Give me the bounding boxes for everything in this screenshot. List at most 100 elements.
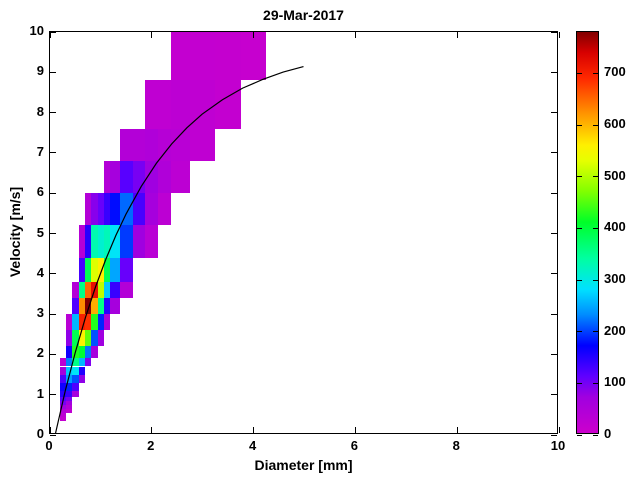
heatmap-cell (158, 161, 171, 194)
colorbar-tick-mark (593, 382, 598, 384)
y-tick-mark (50, 394, 56, 396)
colorbar-tick-mark (577, 227, 582, 229)
heatmap-cell (78, 366, 85, 375)
heatmap-cell (59, 412, 66, 417)
y-tick-label: 7 (36, 143, 44, 159)
colorbar-tick-label: 300 (604, 271, 626, 286)
colorbar-tick-label: 500 (604, 167, 626, 183)
x-tick-mark (558, 427, 560, 433)
x-tick-mark (456, 32, 458, 38)
colorbar-tick-label: 700 (604, 64, 626, 80)
colorbar-tick-mark (577, 279, 582, 281)
x-tick-label: 0 (45, 438, 53, 453)
y-tick-mark (50, 313, 56, 315)
heatmap-cell (170, 80, 190, 129)
y-tick-mark (551, 353, 557, 355)
heatmap-cell (190, 80, 216, 129)
x-tick-mark (151, 427, 153, 433)
heatmap-cell (65, 400, 73, 405)
colorbar-tick-mark (577, 434, 582, 436)
colorbar-tick-mark (593, 176, 598, 178)
heatmap-cell (110, 225, 120, 258)
x-tick-mark (49, 427, 51, 433)
y-tick-mark (551, 394, 557, 396)
y-tick-label: 1 (36, 385, 44, 401)
colorbar-tick-mark (593, 124, 598, 126)
heatmap-cell (158, 80, 171, 129)
x-axis-label: Diameter [mm] (254, 457, 353, 473)
x-tick-mark (354, 427, 356, 433)
heatmap-cell (120, 225, 133, 258)
heatmap-cell (120, 257, 133, 282)
x-tick-mark (253, 427, 255, 433)
x-tick-label: 8 (452, 438, 460, 453)
heatmap-cell (145, 80, 159, 129)
heatmap-cell (91, 346, 98, 359)
colorbar-tick-mark (593, 72, 598, 74)
y-tick-mark (50, 71, 56, 73)
plot-area (49, 31, 560, 436)
colorbar-tick-label: 400 (604, 219, 626, 235)
y-tick-mark (551, 313, 557, 315)
heatmap-cell (65, 404, 73, 409)
heatmap-cell (145, 161, 159, 194)
y-tick-mark (551, 273, 557, 275)
x-tick-mark (354, 32, 356, 38)
y-tick-label: 5 (36, 224, 44, 240)
y-tick-mark (50, 31, 56, 33)
heatmap-cell (132, 225, 146, 258)
y-tick-label: 0 (36, 426, 44, 441)
heatmap-cell (132, 193, 146, 226)
y-tick-mark (50, 353, 56, 355)
heatmap-cell (120, 161, 133, 194)
colorbar-tick-mark (593, 434, 598, 436)
colorbar-tick-mark (593, 227, 598, 229)
heatmap-cell (72, 390, 79, 397)
y-tick-label: 2 (36, 345, 44, 361)
y-tick-label: 10 (29, 23, 44, 38)
heatmap-cell (145, 193, 159, 226)
chart-title: 29-Mar-2017 (263, 7, 344, 23)
x-tick-mark (558, 32, 560, 38)
x-tick-mark (49, 32, 51, 38)
y-tick-mark (551, 71, 557, 73)
heatmap-cell (158, 128, 171, 161)
colorbar-gradient (577, 32, 598, 433)
heatmap-cell (110, 298, 120, 315)
heatmap-cell (78, 374, 85, 383)
heatmap-cell (110, 257, 120, 282)
heatmap-cell (170, 32, 190, 81)
y-tick-mark (50, 112, 56, 114)
colorbar-tick-mark (577, 331, 582, 333)
colorbar-tick-mark (577, 124, 582, 126)
colorbar-tick-label: 100 (604, 374, 626, 390)
heatmap-cell (120, 281, 133, 298)
heatmap-cell (170, 128, 190, 161)
heatmap-cell (65, 396, 73, 401)
x-tick-label: 6 (350, 438, 358, 453)
colorbar (576, 31, 599, 436)
heatmap-cell (145, 128, 159, 161)
heatmap-cell (72, 382, 79, 391)
colorbar-tick-mark (593, 279, 598, 281)
y-tick-label: 3 (36, 305, 44, 321)
heatmap-cell (145, 225, 159, 258)
heatmap-cell (190, 32, 216, 81)
heatmap-cell (104, 314, 111, 331)
heatmap-cell (215, 80, 241, 129)
colorbar-tick-label: 0 (604, 426, 612, 441)
heatmap-cell (190, 128, 216, 161)
y-tick-mark (50, 273, 56, 275)
y-tick-mark (50, 434, 56, 436)
heatmap-cell (120, 128, 133, 161)
x-tick-label: 10 (550, 438, 566, 453)
colorbar-tick-mark (577, 72, 582, 74)
y-tick-label: 8 (36, 103, 44, 119)
y-tick-mark (551, 152, 557, 154)
heatmap-cell (110, 281, 120, 298)
y-tick-mark (50, 233, 56, 234)
heatmap-cell (110, 193, 120, 226)
heatmap-cell (132, 161, 146, 194)
x-tick-mark (456, 427, 458, 433)
